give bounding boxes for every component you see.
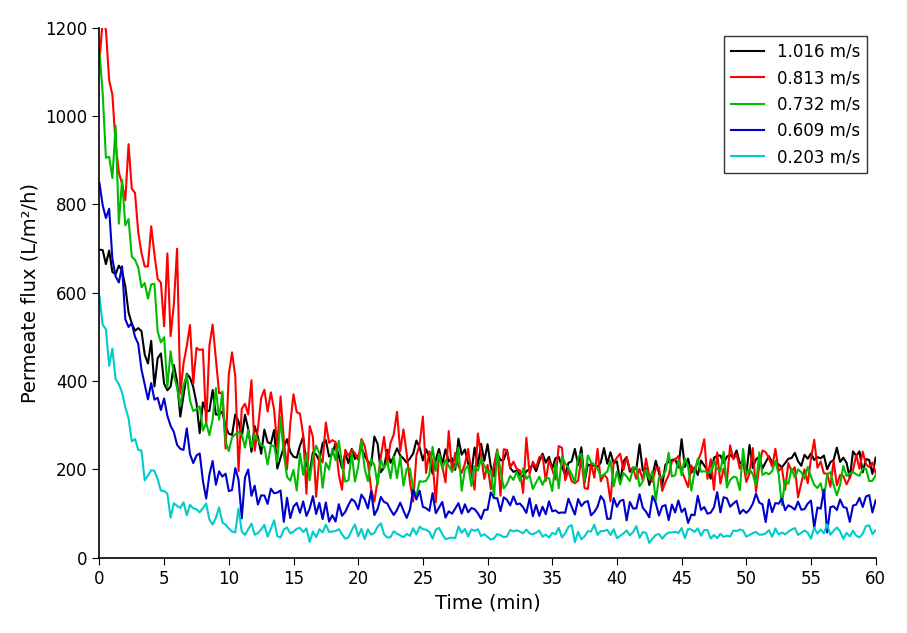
0.203 m/s — [388, 527, 399, 535]
0.203 m/s — [94, 292, 105, 300]
0.813 m/s — [97, 16, 108, 24]
Y-axis label: Permeate flux (L/m²/h): Permeate flux (L/m²/h) — [21, 183, 40, 403]
Line: 1.016 m/s: 1.016 m/s — [100, 249, 875, 486]
1.016 m/s — [657, 482, 668, 489]
0.609 m/s — [870, 496, 881, 504]
1.016 m/s — [669, 456, 680, 463]
0.203 m/s — [181, 511, 192, 519]
1.016 m/s — [388, 453, 399, 460]
0.609 m/s — [537, 503, 548, 510]
0.203 m/s — [863, 522, 874, 529]
0.609 m/s — [863, 491, 874, 499]
0.813 m/s — [392, 408, 403, 416]
0.732 m/s — [537, 481, 548, 489]
0.813 m/s — [870, 469, 881, 477]
Line: 0.609 m/s: 0.609 m/s — [100, 183, 875, 532]
1.016 m/s — [863, 456, 874, 464]
Line: 0.732 m/s: 0.732 m/s — [100, 52, 875, 505]
0.813 m/s — [430, 498, 441, 506]
1.016 m/s — [537, 450, 548, 458]
0.609 m/s — [667, 501, 678, 508]
0.609 m/s — [718, 493, 729, 501]
0.609 m/s — [181, 425, 192, 432]
0.609 m/s — [822, 529, 833, 536]
0.203 m/s — [669, 528, 680, 536]
0.813 m/s — [184, 321, 195, 329]
0.203 m/s — [644, 539, 655, 547]
0.732 m/s — [870, 472, 881, 479]
0.732 m/s — [863, 477, 874, 485]
0.813 m/s — [673, 453, 684, 460]
0.203 m/s — [537, 533, 548, 541]
0.813 m/s — [543, 456, 554, 464]
0.732 m/s — [181, 371, 192, 379]
0.203 m/s — [870, 527, 881, 534]
0.732 m/s — [388, 453, 399, 460]
Line: 0.813 m/s: 0.813 m/s — [100, 20, 875, 502]
1.016 m/s — [870, 454, 881, 461]
0.203 m/s — [721, 532, 732, 539]
0.813 m/s — [94, 58, 105, 65]
0.609 m/s — [388, 511, 399, 519]
0.813 m/s — [725, 442, 736, 449]
0.732 m/s — [94, 48, 105, 56]
X-axis label: Time (min): Time (min) — [434, 593, 541, 612]
1.016 m/s — [181, 370, 192, 378]
0.732 m/s — [718, 448, 729, 456]
1.016 m/s — [94, 246, 105, 253]
Legend: 1.016 m/s, 0.813 m/s, 0.732 m/s, 0.609 m/s, 0.203 m/s: 1.016 m/s, 0.813 m/s, 0.732 m/s, 0.609 m… — [724, 36, 867, 173]
0.813 m/s — [867, 459, 878, 467]
Line: 0.203 m/s: 0.203 m/s — [100, 296, 875, 543]
0.609 m/s — [94, 179, 105, 187]
1.016 m/s — [721, 453, 732, 460]
0.732 m/s — [776, 501, 787, 509]
0.732 m/s — [667, 473, 678, 480]
